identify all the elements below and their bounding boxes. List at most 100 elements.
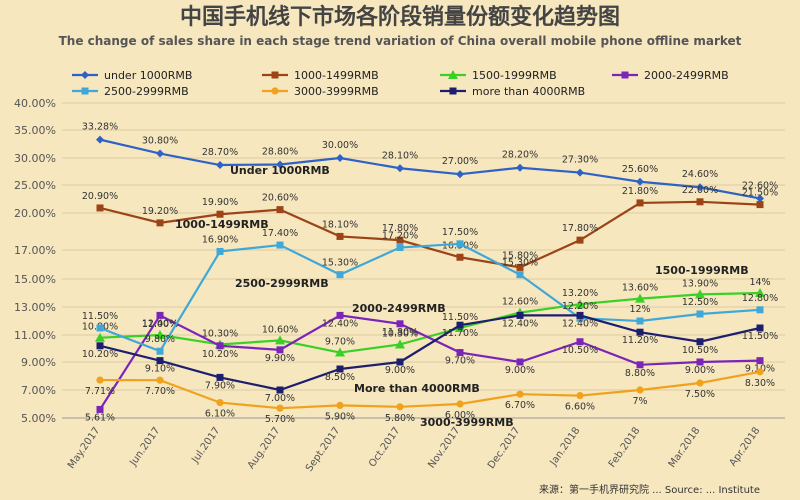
source-note: 来源：第一手机界研究院 ... Source: ... Institute: [539, 483, 760, 496]
series-group: 33.28% 30.80% 28.70% 28.80% 30.00% 28.10% 27.0…: [82, 122, 778, 426]
data-label: 12.80%: [742, 293, 778, 304]
legend-item: more than 4000RMB: [440, 85, 585, 98]
data-label: 12.40%: [142, 318, 178, 329]
data-point: [96, 405, 104, 413]
data-point: [276, 404, 284, 412]
legend-label: more than 4000RMB: [472, 85, 585, 98]
data-point: [575, 299, 585, 309]
x-tick-label: Jun.2017: [127, 425, 162, 468]
data-point: [396, 164, 404, 173]
data-label: 8.30%: [745, 378, 775, 389]
data-label: 5.61%: [85, 412, 115, 423]
data-point: [336, 154, 344, 162]
data-point: [696, 310, 704, 318]
series-5: 7.71% 7.70% 6.10% 5.70% 5.90% 5.80% 6.00% 6.70%…: [85, 368, 775, 425]
chart-title: 中国手机线下市场各阶段销量份额变化趋势图: [180, 4, 620, 30]
y-tick-label: 20.00%: [14, 207, 56, 220]
x-tick-label: Oct.2017: [367, 425, 402, 469]
data-label: 20.90%: [82, 191, 118, 202]
data-point: [96, 342, 104, 350]
data-label: 19.20%: [142, 206, 178, 217]
data-label: 17.20%: [382, 231, 418, 242]
data-point: [756, 306, 764, 314]
data-label: 12.40%: [562, 318, 598, 329]
data-point: [456, 321, 464, 329]
data-point: [276, 241, 284, 249]
data-point: [271, 87, 279, 95]
series-annotation: 1000-1499RMB: [175, 218, 269, 231]
data-point: [449, 87, 457, 95]
data-point: [696, 183, 704, 192]
data-label: 25.60%: [622, 164, 658, 175]
series-annotation: 2500-2999RMB: [235, 277, 329, 290]
data-label: 12.40%: [502, 318, 538, 329]
data-label: 9.70%: [325, 337, 355, 348]
data-label: 27.30%: [562, 155, 598, 166]
data-label: 5.70%: [265, 414, 295, 425]
data-label: 9.90%: [265, 353, 295, 364]
data-label: 13.60%: [622, 283, 658, 294]
data-point: [516, 271, 524, 279]
y-tick-label: 17.00%: [14, 244, 56, 257]
data-point: [636, 328, 644, 336]
data-label: 28.20%: [502, 150, 538, 161]
series-line: [99, 200, 761, 269]
data-label: 18.10%: [322, 219, 358, 230]
data-label: 6.00%: [445, 410, 475, 421]
x-tick-label: Feb.2018: [607, 425, 643, 469]
data-point: [516, 358, 524, 366]
data-point: [336, 365, 344, 373]
data-point: [516, 311, 524, 319]
data-point: [756, 324, 764, 332]
data-point: [576, 168, 584, 177]
data-point: [516, 163, 524, 172]
data-label: 10.20%: [202, 349, 238, 360]
data-label: 28.80%: [262, 146, 298, 157]
data-label: 13.90%: [682, 278, 718, 289]
data-point: [636, 361, 644, 369]
x-tick-label: Dec.2017: [486, 425, 523, 471]
y-tick-label: 40.00%: [14, 97, 56, 110]
data-label: 9.10%: [145, 364, 175, 375]
data-point: [156, 347, 164, 355]
data-point: [156, 357, 164, 365]
data-point: [756, 357, 764, 365]
data-label: 11.70%: [442, 328, 478, 339]
y-tick-label: 13.00%: [14, 301, 56, 314]
series-line: [99, 313, 761, 411]
data-label: 12.40%: [322, 318, 358, 329]
data-label: 10.50%: [562, 345, 598, 356]
data-point: [576, 236, 584, 244]
data-label: 11.50%: [742, 331, 778, 342]
data-point: [216, 342, 224, 350]
series-0: 33.28% 30.80% 28.70% 28.80% 30.00% 28.10% 27.0…: [82, 122, 778, 203]
data-label: 9.80%: [145, 334, 175, 345]
data-point: [156, 219, 164, 227]
data-point: [636, 317, 644, 325]
data-point: [216, 247, 224, 255]
legend-label: under 1000RMB: [104, 69, 192, 82]
y-axis: 5.00% 7.00% 9.00% 11.00% 13.00% 15.00% 17.00% 2…: [14, 97, 56, 425]
data-label: 15.30%: [322, 258, 358, 269]
data-point: [81, 71, 89, 79]
data-label: 15.80%: [502, 250, 538, 261]
data-point: [756, 194, 764, 203]
series-line: [99, 242, 761, 353]
data-point: [448, 70, 458, 79]
data-point: [336, 311, 344, 319]
data-point: [576, 311, 584, 319]
data-label: 10.50%: [682, 345, 718, 356]
data-point: [756, 201, 764, 209]
series-annotation: Under 1000RMB: [230, 164, 330, 177]
data-label: 33.28%: [82, 122, 118, 133]
data-point: [456, 349, 464, 357]
data-point: [456, 253, 464, 261]
data-label: 11.50%: [82, 311, 118, 322]
x-tick-label: Nov.2017: [426, 425, 462, 470]
data-point: [276, 160, 284, 169]
data-point: [755, 288, 765, 297]
gridlines: [62, 102, 785, 419]
legend-item: 1000-1499RMB: [262, 69, 379, 82]
data-point: [336, 271, 344, 279]
